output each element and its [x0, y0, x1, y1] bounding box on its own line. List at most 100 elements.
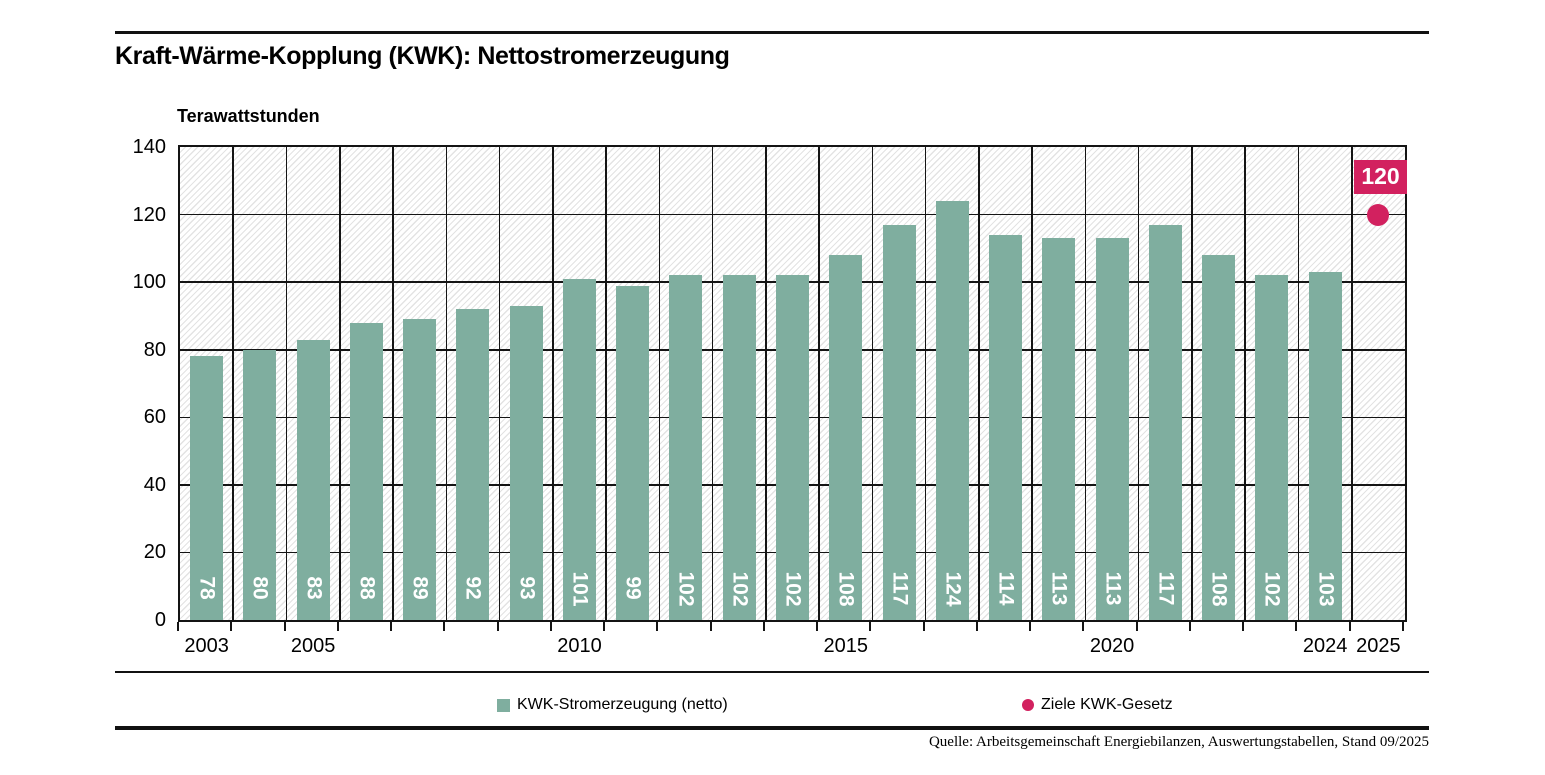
bar-2018: 114 — [989, 234, 1023, 620]
bar-2016: 117 — [882, 224, 916, 620]
bar-value-label: 88 — [355, 576, 379, 600]
x-axis-label-2003: 2003 — [184, 635, 229, 657]
x-axis: 2003 2005 2010 2015 2020 2024 2025 — [177, 622, 1407, 677]
axis-tick — [656, 622, 659, 631]
bar-2004: 80 — [243, 349, 277, 620]
axis-tick — [1082, 622, 1085, 631]
bar-value-label: 113 — [1101, 571, 1125, 606]
bar-value-label: 102 — [674, 571, 698, 607]
bar-2009: 93 — [509, 305, 543, 620]
bar-value-label: 83 — [302, 576, 326, 600]
y-axis: 0 20 40 60 80 100 120 140 — [100, 136, 166, 631]
gridline-vertical — [1297, 147, 1300, 620]
gridline-vertical — [338, 147, 341, 620]
gridline-vertical — [765, 147, 767, 620]
axis-tick — [1188, 622, 1191, 631]
bar-2012: 102 — [669, 275, 703, 620]
bar-value-label: 102 — [728, 571, 752, 607]
gridline-vertical — [1350, 147, 1353, 620]
axis-tick — [816, 622, 819, 631]
gridline-vertical — [285, 147, 288, 620]
bar-value-label: 108 — [1207, 571, 1231, 607]
bar-2007: 89 — [403, 319, 437, 620]
bar-value-label: 108 — [834, 571, 858, 607]
bar-value-label: 117 — [1154, 571, 1178, 606]
axis-tick — [709, 622, 712, 631]
gridline-horizontal — [180, 213, 1405, 216]
bar-2005: 83 — [296, 339, 330, 620]
axis-tick — [1348, 622, 1351, 631]
bar-2023: 102 — [1255, 275, 1289, 620]
axis-tick — [390, 622, 393, 631]
bar-value-label: 93 — [515, 576, 539, 600]
gridline-vertical — [445, 147, 448, 620]
gridline-vertical — [1031, 147, 1033, 620]
bar-value-label: 99 — [621, 576, 645, 600]
bar-value-label: 124 — [941, 571, 965, 607]
axis-tick — [549, 622, 552, 631]
bar-2008: 92 — [456, 309, 490, 620]
axis-tick — [496, 622, 499, 631]
legend-item-ziele-kwk-gesetz: Ziele KWK-Gesetz — [1022, 690, 1173, 720]
gridline-vertical — [605, 147, 607, 620]
axis-tick — [922, 622, 925, 631]
legend-label-ziele-kwk-gesetz: Ziele KWK-Gesetz — [1041, 696, 1173, 713]
axis-tick — [975, 622, 978, 631]
bar-2024: 103 — [1308, 272, 1342, 620]
bar-2003: 78 — [190, 356, 224, 620]
bar-value-label: 78 — [195, 576, 219, 600]
source-note: Quelle: Arbeitsgemeinschaft Energiebilan… — [928, 734, 1429, 750]
gridline-vertical — [552, 147, 554, 620]
axis-tick — [283, 622, 286, 631]
top-rule — [115, 31, 1429, 34]
axis-tick — [603, 622, 606, 631]
axis-tick — [1402, 622, 1404, 631]
plot-area: 78 80 83 88 89 92 93 101 99 102 102 102 108 117 124 114… — [178, 145, 1407, 622]
bar-value-label: 114 — [994, 571, 1018, 606]
axis-tick — [1242, 622, 1245, 631]
bar-value-label: 92 — [461, 576, 485, 600]
axis-tick — [869, 622, 872, 631]
axis-tick — [230, 622, 233, 631]
legend: KWK-Stromerzeugung (netto) Ziele KWK-Ges… — [0, 690, 1545, 720]
bar-value-label: 102 — [1260, 571, 1284, 607]
x-axis-label-2005: 2005 — [290, 635, 336, 657]
bar-2006: 88 — [349, 322, 383, 620]
y-axis-label: 80 — [143, 338, 166, 361]
bar-2017: 124 — [935, 201, 969, 620]
gridline-vertical — [1084, 147, 1087, 620]
bar-value-label: 113 — [1047, 571, 1071, 606]
y-axis-label: 0 — [154, 609, 166, 631]
gridline-vertical — [871, 147, 874, 620]
gridline-vertical — [1191, 147, 1193, 620]
bar-2014: 102 — [775, 275, 809, 620]
legend-divider-line — [115, 671, 1429, 673]
legend-label-kwk-stromerzeugung: KWK-Stromerzeugung (netto) — [517, 696, 728, 713]
x-axis-label-2020: 2020 — [1089, 635, 1135, 657]
bar-value-label: 117 — [888, 571, 912, 606]
gridline-vertical — [1137, 147, 1140, 620]
y-axis-unit-label: Terawattstunden — [177, 106, 320, 126]
x-axis-label-2015: 2015 — [823, 635, 869, 657]
axis-tick — [762, 622, 765, 631]
bar-2010: 101 — [562, 278, 596, 620]
bar-series-swatch-icon — [497, 698, 510, 712]
bar-value-label: 80 — [248, 576, 272, 600]
axis-tick — [177, 622, 179, 631]
target-value-badge: 120 — [1354, 159, 1407, 194]
gridline-vertical — [978, 147, 980, 620]
bar-value-label: 102 — [781, 571, 805, 607]
gridline-vertical — [711, 147, 714, 620]
bar-2019: 113 — [1042, 238, 1076, 620]
axis-tick — [1295, 622, 1298, 631]
axis-tick — [443, 622, 446, 631]
gridline-vertical — [1244, 147, 1246, 620]
axis-tick — [1029, 622, 1032, 631]
axis-tick — [336, 622, 339, 631]
gridline-vertical — [392, 147, 394, 620]
bottom-rule — [115, 726, 1429, 730]
y-axis-label: 140 — [132, 136, 166, 158]
y-axis-label: 40 — [143, 473, 166, 496]
y-axis-label: 100 — [132, 271, 166, 294]
target-dot — [1367, 203, 1390, 226]
